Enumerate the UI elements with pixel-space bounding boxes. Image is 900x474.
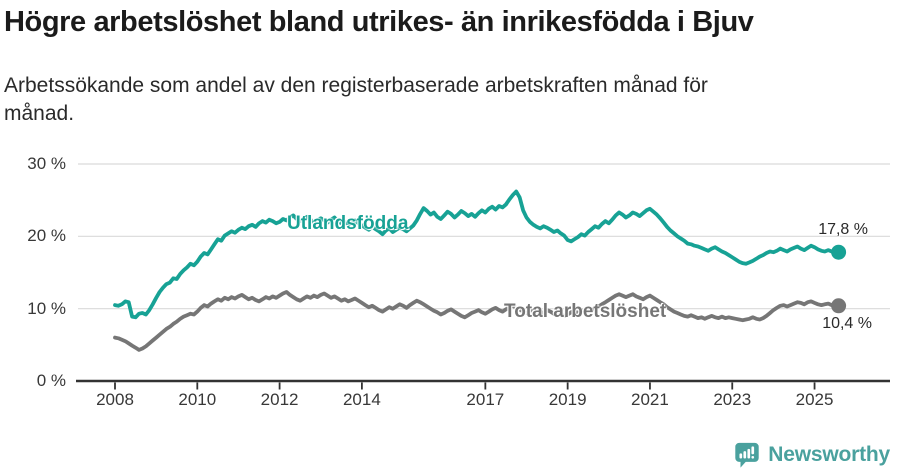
series-line-0 [113, 189, 841, 320]
end-value-label-utlandsfodda: 17,8 % [818, 221, 868, 238]
y-tick-label: 10 % [27, 298, 66, 318]
chart-subtitle-line-1: Arbetssökande som andel av den registerb… [4, 74, 708, 97]
end-value-label-total-arbetsloshet: 10,4 % [822, 315, 872, 332]
series-label-utlandsfodda: Utlandsfödda [287, 213, 409, 234]
series-line-1 [113, 290, 841, 352]
x-tick-label: 2017 [466, 390, 505, 409]
chart-subtitle-line-2: månad. [4, 102, 75, 125]
series-end-dot-0 [831, 244, 847, 260]
x-tick-label: 2023 [713, 390, 752, 409]
newsworthy-logo[interactable]: Newsworthy [734, 440, 890, 470]
x-tick-label: 2008 [96, 390, 134, 409]
chart-subtitle: Arbetssökande som andel av den registerb… [4, 72, 864, 128]
x-tick-label: 2014 [342, 390, 381, 409]
series-end-dot-1 [831, 298, 847, 314]
series-label-total-arbetsloshet: Total arbetslöshet [504, 301, 667, 322]
newsworthy-speech-bubble-icon [735, 442, 759, 468]
y-tick-label: 30 % [27, 154, 66, 173]
y-tick-label: 20 % [27, 226, 66, 246]
page-title: Högre arbetslöshet bland utrikes- än inr… [4, 6, 754, 38]
y-tick-label: 0 % [36, 371, 66, 390]
x-tick-label: 2019 [548, 390, 587, 409]
x-tick-label: 2010 [178, 390, 217, 409]
x-tick-label: 2012 [260, 390, 299, 409]
x-tick-label: 2025 [795, 390, 834, 409]
newsworthy-brand-text: Newsworthy [768, 443, 890, 466]
x-tick-label: 2021 [631, 390, 669, 409]
